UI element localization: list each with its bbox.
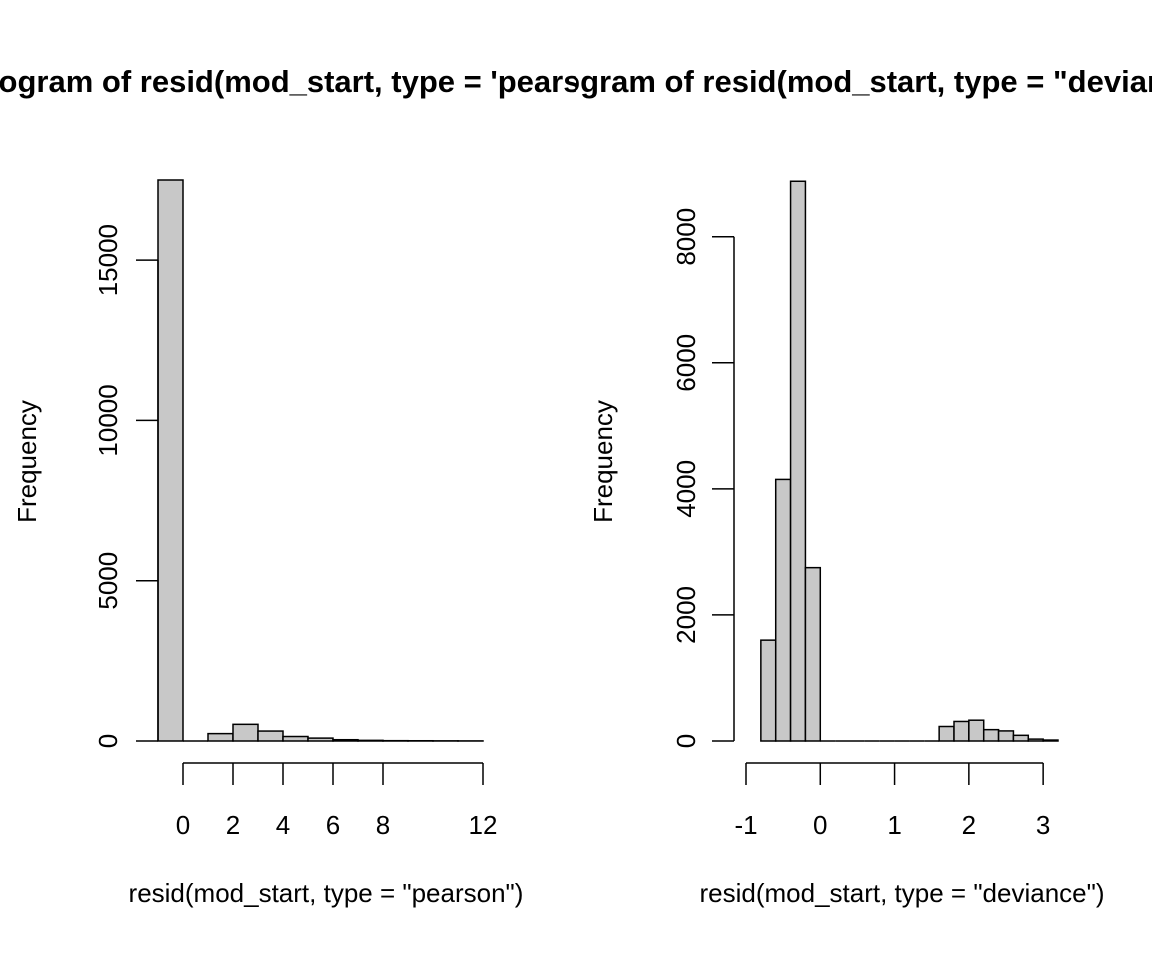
- histogram-bar: [774, 478, 792, 742]
- y-axis-title: Frequency: [588, 400, 618, 523]
- histogram-bar: [1042, 739, 1059, 742]
- y-tick-label: 10000: [93, 384, 123, 456]
- chart-title: Histogram of resid(mod_start, type = "de…: [503, 64, 1152, 99]
- histogram-bar: [804, 566, 822, 742]
- x-axis-title: resid(mod_start, type = "pearson"): [129, 878, 524, 908]
- x-axis-title: resid(mod_start, type = "deviance"): [699, 878, 1104, 908]
- histogram-bar: [953, 720, 970, 742]
- x-tick-label: 12: [469, 810, 498, 840]
- y-tick-label: 6000: [671, 334, 701, 392]
- x-tick-label: 1: [887, 810, 901, 840]
- y-tick-label: 15000: [93, 224, 123, 296]
- histogram-bar: [207, 732, 234, 742]
- histogram-bar: [1027, 738, 1044, 742]
- histogram-bar: [357, 739, 384, 742]
- histogram-bar: [968, 719, 985, 742]
- histogram-panel-2: Histogram of resid(mod_start, type = "de…: [503, 64, 1152, 908]
- histogram-bar: [232, 723, 259, 742]
- histogram-bar: [982, 728, 1000, 742]
- chart-title: Histogram of resid(mod_start, type = 'pe…: [0, 64, 636, 99]
- x-tick-label: 4: [276, 810, 290, 840]
- x-tick-label: 0: [813, 810, 827, 840]
- y-tick-label: 4000: [671, 460, 701, 518]
- y-tick-label: 0: [93, 734, 123, 748]
- x-tick-label: 8: [376, 810, 390, 840]
- histogram-bar: [282, 735, 309, 742]
- y-axis-title: Frequency: [12, 400, 42, 523]
- y-tick-label: 8000: [671, 208, 701, 266]
- x-tick-label: 0: [176, 810, 190, 840]
- x-tick-label: 3: [1036, 810, 1050, 840]
- x-tick-label: 6: [326, 810, 340, 840]
- histogram-bar: [307, 737, 334, 742]
- histogram-bar: [257, 730, 284, 742]
- histogram-bar: [789, 180, 807, 742]
- histogram-bar: [997, 730, 1015, 742]
- histogram-bar: [157, 179, 184, 742]
- y-tick-label: 5000: [93, 552, 123, 610]
- y-tick-label: 0: [671, 734, 701, 748]
- histogram-bar: [1012, 734, 1030, 742]
- histogram-bar: [332, 738, 359, 742]
- histogram-bar: [760, 639, 777, 742]
- y-tick-label: 2000: [671, 586, 701, 644]
- x-tick-label: 2: [962, 810, 976, 840]
- x-tick-label: -1: [734, 810, 757, 840]
- histogram-bar: [938, 725, 955, 742]
- x-tick-label: 2: [226, 810, 240, 840]
- histogram-panel-1: Histogram of resid(mod_start, type = 'pe…: [0, 64, 636, 908]
